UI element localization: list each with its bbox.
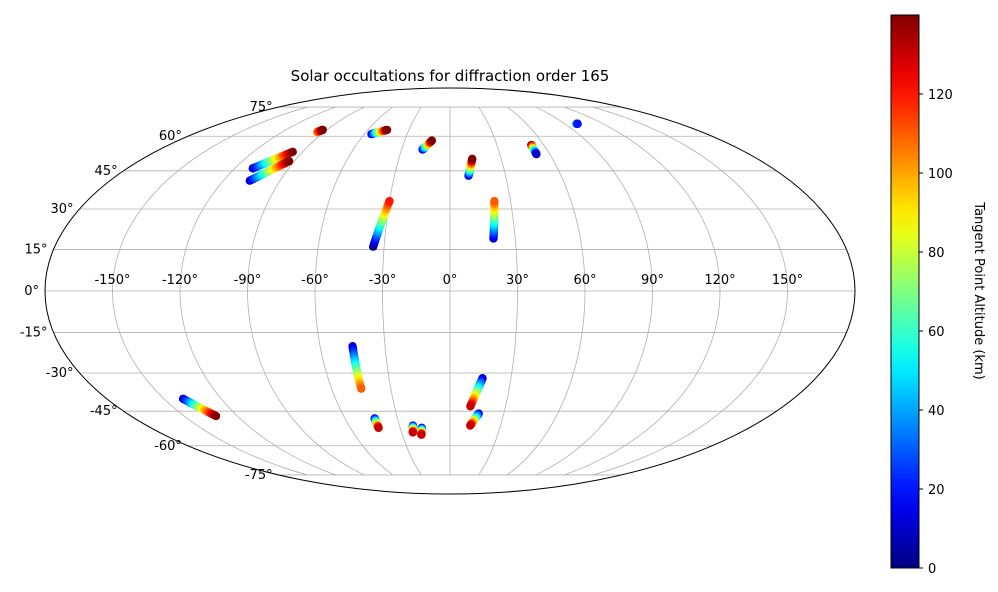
latitude-tick-label: 45° xyxy=(95,164,118,179)
track-point xyxy=(490,196,499,206)
longitude-tick-label: 60° xyxy=(573,273,596,288)
colorbar-tick-label: 80 xyxy=(928,246,945,261)
colorbar-gradient xyxy=(890,14,920,569)
latitude-tick-label: 60° xyxy=(159,129,182,144)
latitude-tick-labels: -75° -60° -45° -30° -15° 0° 15° 30° 45° 60° 75° xyxy=(20,100,273,483)
occultation-track xyxy=(178,394,221,421)
longitude-gridline xyxy=(506,106,586,476)
track-point xyxy=(284,156,294,166)
occultation-track xyxy=(248,147,297,173)
latitude-tick-label: 75° xyxy=(250,100,273,115)
latitude-tick-label: 0° xyxy=(24,284,39,299)
track-point xyxy=(357,384,366,393)
track-point xyxy=(466,421,475,430)
track-point xyxy=(427,136,437,145)
occultation-track xyxy=(417,423,426,439)
longitude-tick-label: 120° xyxy=(704,273,735,288)
colorbar-label: Tangent Point Altitude (km) xyxy=(971,201,986,379)
occultation-track xyxy=(466,374,487,411)
track-point xyxy=(382,125,392,135)
occultation-track xyxy=(245,156,294,185)
track-point xyxy=(318,125,327,135)
map-outline xyxy=(44,87,856,495)
colorbar: 0 20 40 60 80 100 120 Tangent Point Altitude (… xyxy=(890,14,986,577)
track-point xyxy=(466,402,475,411)
occultation-track xyxy=(370,414,383,433)
latitude-tick-label: 15° xyxy=(25,242,48,257)
occultation-track xyxy=(464,154,477,180)
latitude-tick-label: -30° xyxy=(46,366,74,381)
longitude-tick-label: -30° xyxy=(369,273,397,288)
colorbar-tick-label: 60 xyxy=(928,325,945,340)
longitude-tick-labels: -150° -120° -90° -60° -30° 0° 30° 60° 90° 120° 150… xyxy=(94,273,803,288)
track-point xyxy=(408,428,418,437)
latitude-tick-label: -45° xyxy=(90,404,118,419)
colorbar-tick-label: 40 xyxy=(928,404,945,419)
occultation-track xyxy=(367,125,392,139)
latitude-tick-label: -60° xyxy=(154,439,182,454)
longitude-gridline xyxy=(314,106,394,476)
longitude-tick-label: -90° xyxy=(234,273,262,288)
longitude-gridline xyxy=(478,106,518,476)
longitude-gridline xyxy=(112,106,308,476)
track-point xyxy=(211,411,221,421)
longitude-tick-label: 0° xyxy=(443,273,458,288)
longitude-tick-label: 90° xyxy=(641,273,664,288)
graticule xyxy=(45,106,855,476)
longitude-tick-label: -60° xyxy=(301,273,329,288)
chart-title: Solar occultations for diffraction order… xyxy=(291,67,610,85)
longitude-tick-label: -150° xyxy=(94,273,130,288)
occultation-tracks xyxy=(178,119,582,439)
track-point xyxy=(374,423,383,433)
occultation-track xyxy=(466,409,483,430)
latitude-tick-label: 30° xyxy=(50,202,73,217)
longitude-gridline xyxy=(382,106,422,476)
track-point xyxy=(417,430,426,439)
occultation-track xyxy=(312,125,327,137)
longitude-tick-label: -120° xyxy=(162,273,198,288)
occultation-track xyxy=(408,421,418,437)
track-point xyxy=(573,119,582,128)
track-point xyxy=(288,147,297,157)
track-point xyxy=(385,196,394,206)
longitude-gridline xyxy=(179,106,336,476)
longitude-gridline xyxy=(592,106,788,476)
longitude-gridline xyxy=(564,106,721,476)
colorbar-tick-label: 0 xyxy=(928,562,936,577)
occultation-track xyxy=(368,196,394,251)
occultation-track xyxy=(527,140,541,159)
track-point xyxy=(532,149,541,159)
occultation-track xyxy=(572,119,582,128)
colorbar-ticks: 0 20 40 60 80 100 120 xyxy=(919,88,953,577)
occultation-track xyxy=(418,136,437,154)
longitude-gridline xyxy=(535,106,653,476)
colorbar-tick-label: 20 xyxy=(928,483,945,498)
latitude-tick-label: -15° xyxy=(20,326,48,341)
colorbar-tick-label: 100 xyxy=(928,167,953,182)
occultation-track xyxy=(489,196,499,243)
latitude-tick-label: -75° xyxy=(245,468,273,483)
longitude-tick-label: 150° xyxy=(772,273,803,288)
longitude-gridline xyxy=(247,106,365,476)
colorbar-tick-label: 120 xyxy=(928,88,953,103)
track-point xyxy=(467,154,477,164)
occultation-track xyxy=(348,342,366,393)
longitude-tick-label: 30° xyxy=(506,273,529,288)
